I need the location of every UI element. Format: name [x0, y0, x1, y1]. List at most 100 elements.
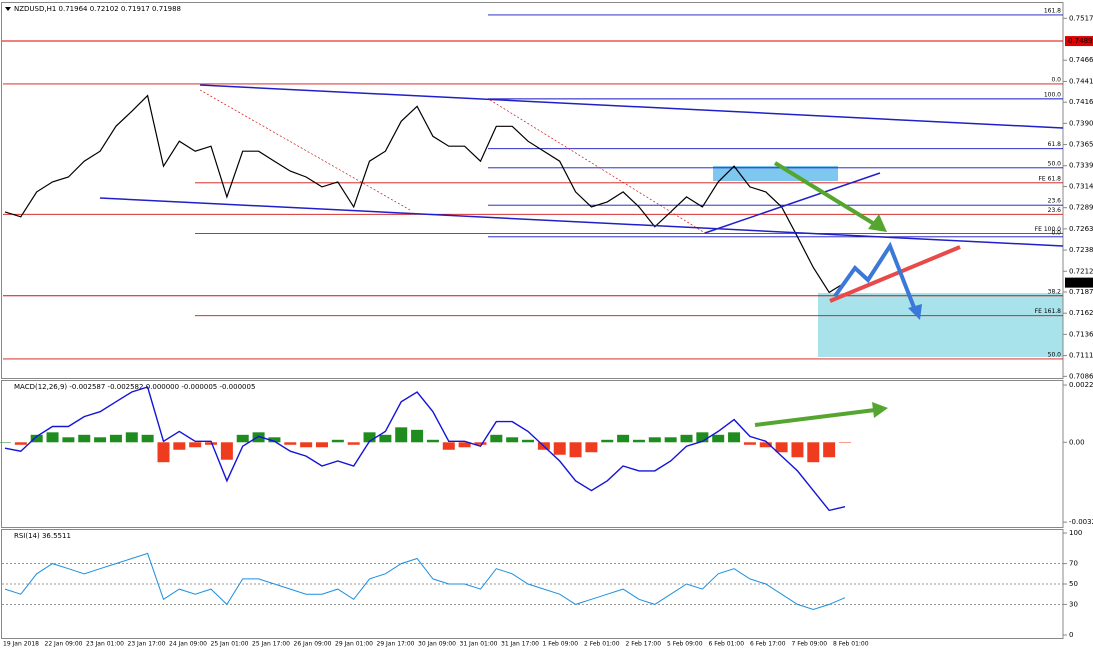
resistance-zone [713, 166, 838, 181]
x-tick-label: 22 Jan 09:00 [45, 641, 83, 648]
y-tick-label: 0.002297 [1069, 381, 1093, 389]
trend-line [704, 172, 881, 234]
histogram-bar [236, 434, 249, 443]
fib-label: 23.6 [1048, 198, 1062, 205]
y-tick-label: 0.73395 [1069, 162, 1093, 170]
y-tick-label: 0.72125 [1069, 267, 1093, 275]
y-tick-label: 0.73145 [1069, 183, 1093, 191]
fib-label: 50.0 [1048, 351, 1062, 358]
fib-label: 0.0 [1051, 229, 1061, 236]
histogram-bar [78, 434, 91, 443]
histogram-bar [506, 437, 519, 443]
macd-pane [1, 380, 1064, 528]
fib-label: 100.0 [1044, 91, 1061, 98]
channel-line [199, 84, 1064, 129]
fib-base [199, 89, 411, 211]
histogram-bar [553, 442, 566, 455]
histogram-bar [680, 434, 693, 443]
histogram-bar [411, 429, 424, 443]
price-zones [713, 166, 1063, 357]
histogram-bar [379, 434, 392, 443]
histogram-bar [220, 442, 233, 460]
y-tick-label: 0.71875 [1069, 288, 1093, 296]
y-tick-label: 0.70860 [1069, 372, 1093, 380]
x-tick-label: 6 Feb 01:00 [709, 641, 745, 648]
histogram-bar [569, 442, 582, 458]
y-tick-label: 70 [1069, 560, 1078, 568]
y-tick-label: 0.74665 [1069, 56, 1093, 64]
histogram-bar [617, 434, 630, 443]
x-tick-label: 25 Jan 17:00 [252, 641, 290, 648]
x-tick-label: 8 Feb 01:00 [833, 641, 869, 648]
histogram-bar [775, 442, 788, 453]
fib-label: 23.6 [1048, 207, 1062, 214]
x-tick-label: 31 Jan 17:00 [501, 641, 539, 648]
histogram-bar [315, 442, 328, 448]
drawings [5, 7, 1064, 427]
x-tick-label: 31 Jan 01:00 [460, 641, 498, 648]
histogram-bar [30, 434, 43, 443]
arrow [833, 241, 917, 311]
x-tick-label: 24 Jan 09:00 [169, 641, 207, 648]
histogram-bar [759, 442, 772, 448]
fib-label: 50.0 [1048, 160, 1062, 167]
histogram-bar [94, 437, 107, 443]
pane-title: RSI(14) 36.5511 [14, 532, 71, 540]
y-tick-label: 0.73905 [1069, 119, 1093, 127]
x-tick-label: 29 Jan 01:00 [335, 641, 373, 648]
histogram-bar [347, 442, 360, 445]
histogram-bar [458, 442, 471, 448]
histogram-bar [426, 439, 439, 443]
histogram-bar [46, 432, 59, 443]
y-tick-label: 0.71365 [1069, 330, 1093, 338]
x-tick-label: 29 Jan 17:00 [377, 641, 415, 648]
fib-label: 161.8 [1044, 7, 1061, 14]
price-tag [1065, 277, 1093, 288]
y-tick-label: 0.72635 [1069, 225, 1093, 233]
histogram-bar [363, 432, 376, 443]
histogram-bar [14, 442, 27, 445]
pane-title: MACD(12,26,9) -0.002587 -0.002582 0.0000… [14, 383, 255, 391]
x-tick-label: 2 Feb 17:00 [626, 641, 662, 648]
price-pane [1, 2, 1064, 379]
histogram-bar [712, 434, 725, 443]
histogram-bar [664, 437, 677, 443]
histogram-bar [585, 442, 598, 453]
histogram-bar [474, 442, 487, 445]
histogram-bar [268, 437, 281, 443]
y-tick-label: 0 [1069, 631, 1073, 639]
histogram-bar [442, 442, 455, 450]
histogram-bar [522, 439, 535, 443]
histogram-bar [331, 439, 344, 443]
support-line [829, 245, 961, 303]
y-tick-label: 100 [1069, 529, 1082, 537]
histogram-bar [189, 442, 202, 448]
channel-line [99, 197, 1064, 247]
arrow-head [872, 402, 888, 418]
histogram-bar [300, 442, 313, 448]
histogram-bar [743, 442, 756, 445]
series-line [4, 94, 846, 294]
x-tick-label: 2 Feb 01:00 [584, 641, 620, 648]
target-zone [818, 293, 1063, 357]
x-tick-label: 26 Jan 09:00 [294, 641, 332, 648]
histogram-bar [648, 437, 661, 443]
histogram-bar [601, 439, 614, 443]
histogram-bar [141, 434, 154, 443]
y-tick-label: 30 [1069, 600, 1078, 608]
histogram-bar [252, 432, 265, 443]
pane-title: NZDUSD,H1 0.71964 0.72102 0.71917 0.7198… [14, 5, 181, 13]
fib-label: FE 61.8 [1038, 175, 1061, 182]
x-tick-label: 25 Jan 01:00 [211, 641, 249, 648]
x-tick-label: 1 Feb 09:00 [543, 641, 579, 648]
x-tick-label: 7 Feb 09:00 [792, 641, 828, 648]
x-tick-label: 6 Feb 17:00 [750, 641, 786, 648]
fib-label: FE 161.8 [1035, 308, 1062, 315]
y-tick-label: -0.003205 [1069, 518, 1093, 526]
